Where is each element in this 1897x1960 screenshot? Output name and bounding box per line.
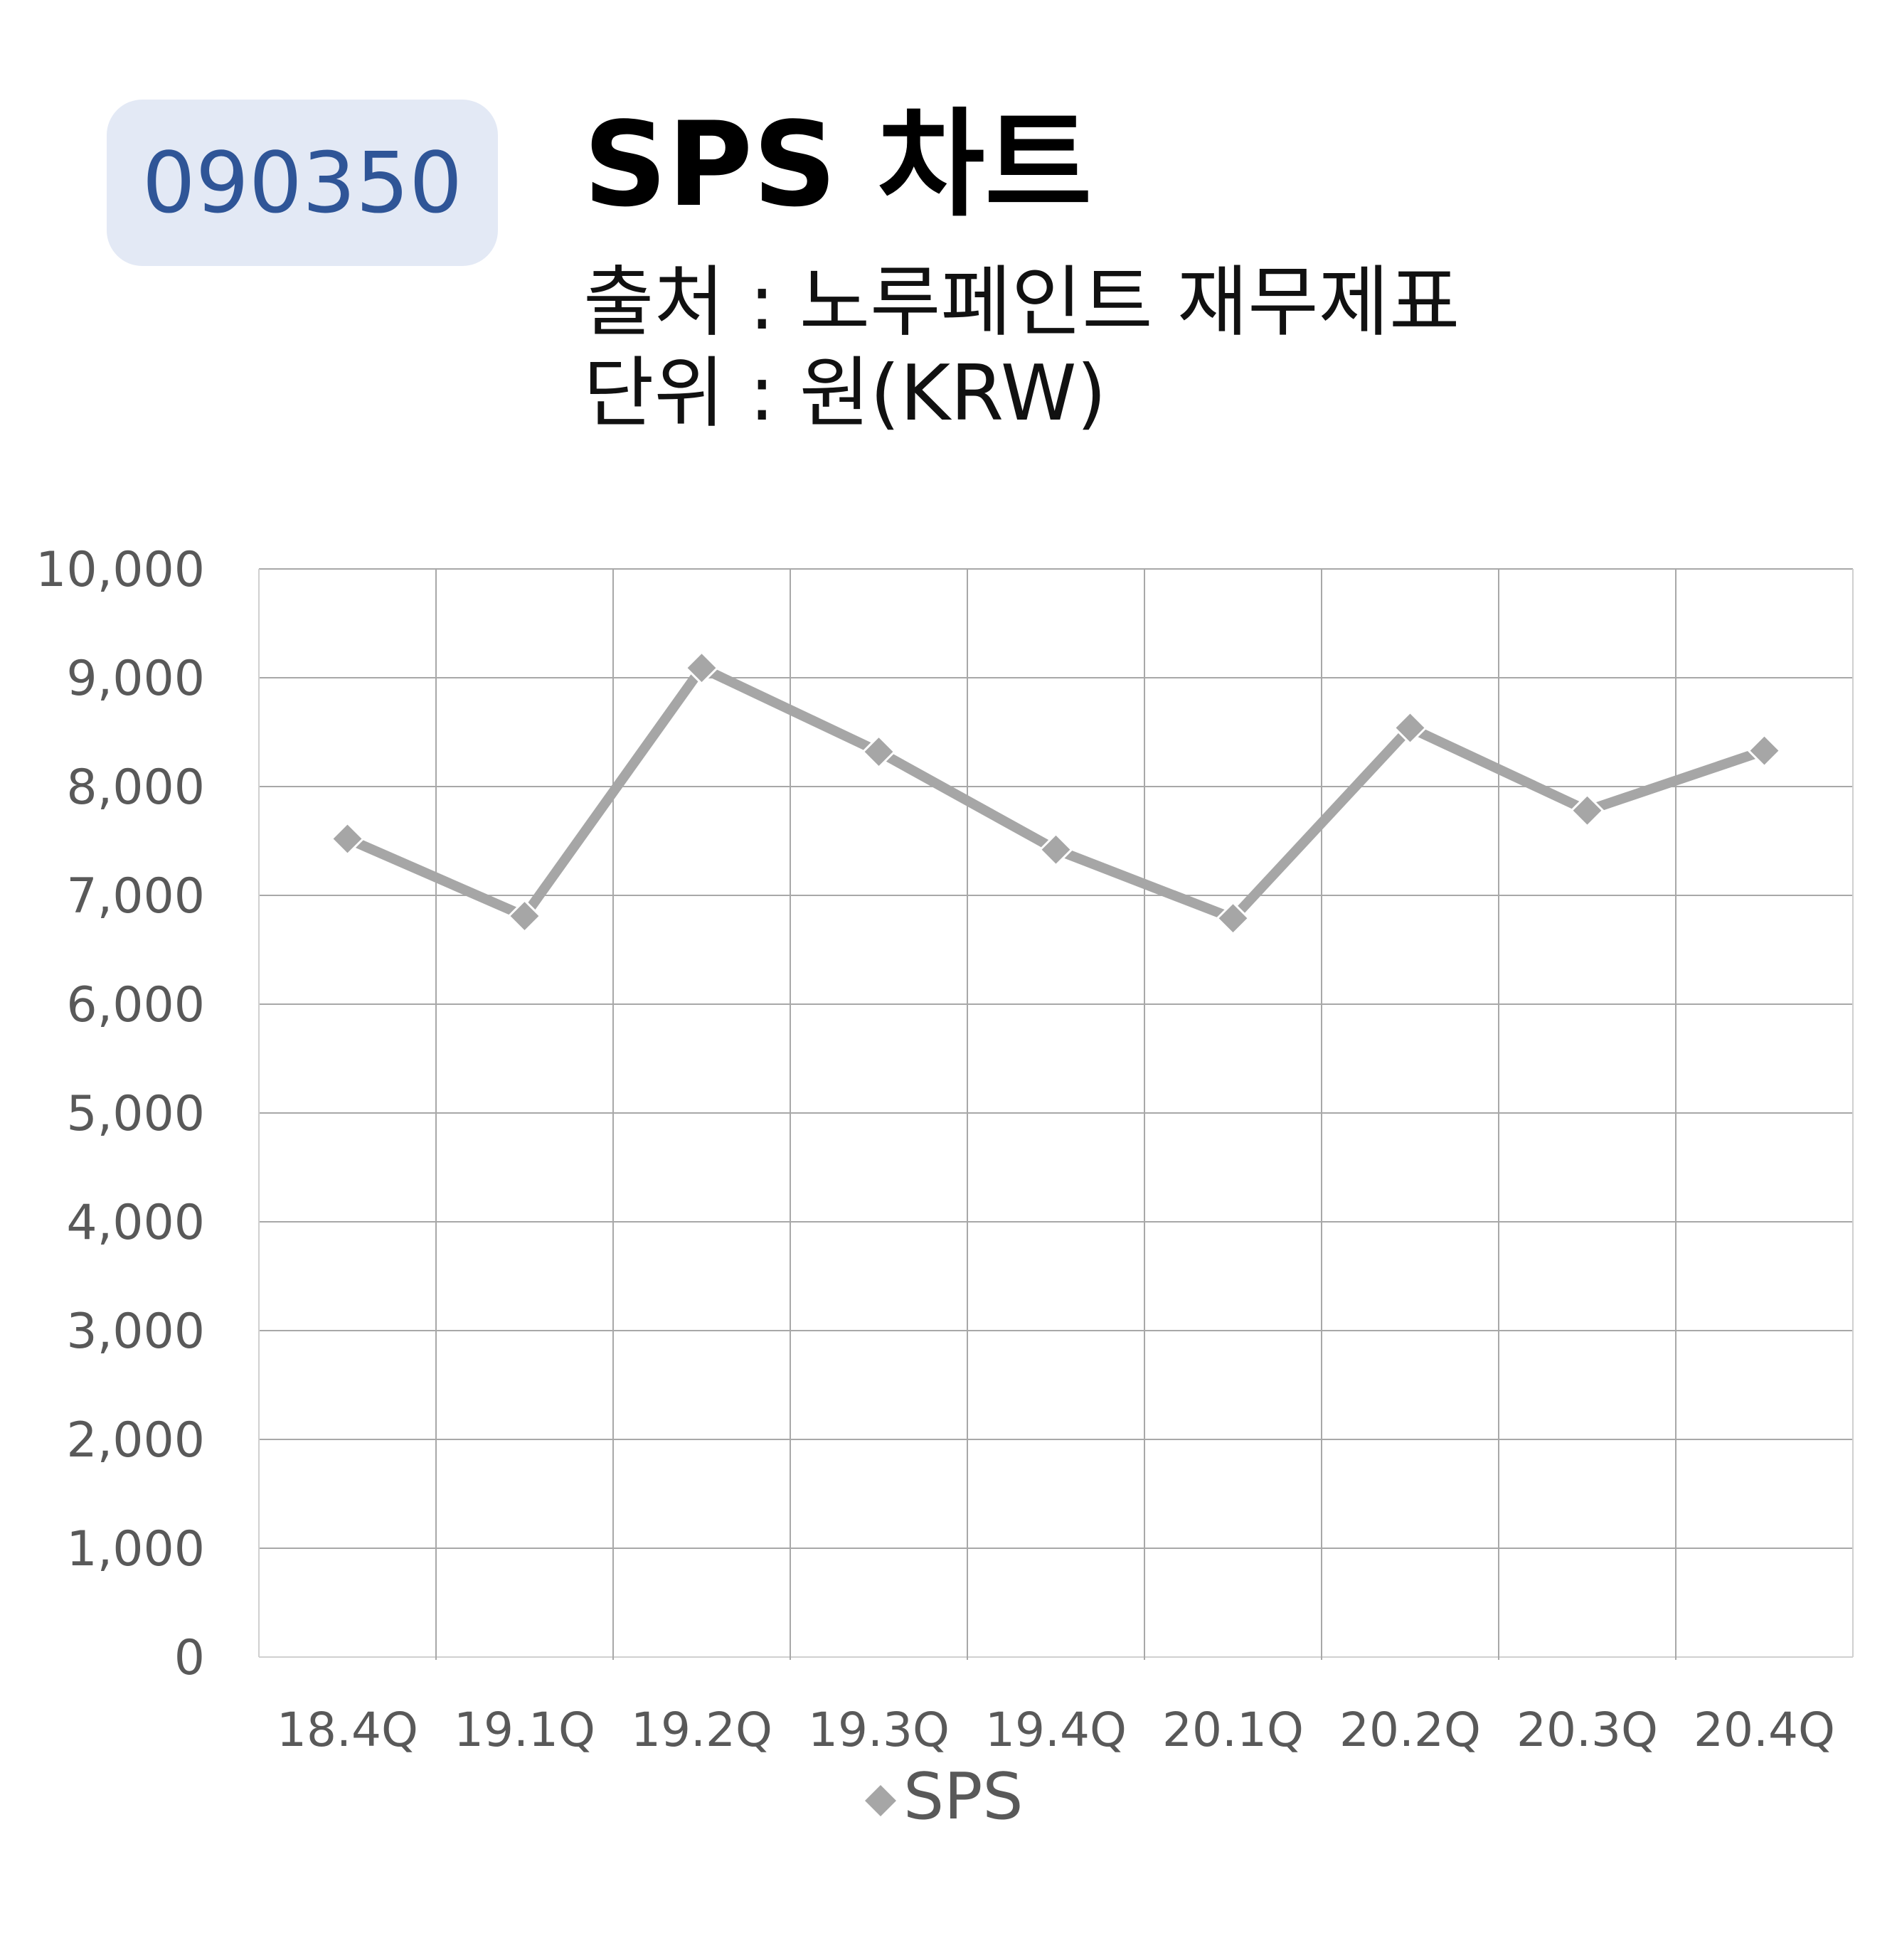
x-tick-label: 20.1Q <box>1162 1703 1304 1757</box>
y-tick-label: 10,000 <box>36 542 205 598</box>
sps-data-point <box>861 734 896 769</box>
y-tick-label: 0 <box>174 1630 205 1686</box>
sps-data-point <box>1216 901 1250 936</box>
grid-lines <box>258 568 1854 1660</box>
y-tick-label: 8,000 <box>66 760 205 816</box>
series-sps <box>330 651 1782 936</box>
sps-data-point <box>507 898 542 934</box>
x-tick-label: 19.2Q <box>631 1703 772 1757</box>
sps-data-point <box>330 821 365 856</box>
legend-label: SPS <box>903 1759 1024 1834</box>
sps-data-point <box>1570 793 1605 828</box>
y-tick-label: 4,000 <box>66 1195 205 1251</box>
y-tick-label: 2,000 <box>66 1412 205 1469</box>
x-tick-label: 19.4Q <box>985 1703 1127 1757</box>
sps-data-point <box>1393 710 1428 745</box>
y-tick-label: 6,000 <box>66 977 205 1033</box>
stock-code-badge: 090350 <box>107 100 498 266</box>
x-tick-label: 18.4Q <box>277 1703 418 1757</box>
sps-data-point <box>1038 832 1073 867</box>
chart-title: SPS 차트 <box>583 97 1093 233</box>
x-tick-label: 19.1Q <box>454 1703 595 1757</box>
x-tick-label: 20.2Q <box>1339 1703 1481 1757</box>
sps-data-point <box>684 651 719 686</box>
y-tick-label: 5,000 <box>66 1086 205 1142</box>
sps-data-point <box>1747 733 1782 768</box>
x-tick-label: 19.3Q <box>808 1703 950 1757</box>
y-tick-label: 3,000 <box>66 1304 205 1360</box>
y-tick-label: 9,000 <box>66 651 205 707</box>
legend-marker-icon <box>865 1785 896 1816</box>
y-tick-label: 1,000 <box>66 1521 205 1577</box>
y-axis-tick-labels: 0 1,000 2,000 3,000 4,000 5,000 6,000 7,000 8,00… <box>36 542 205 1686</box>
sps-series-line <box>342 663 1770 924</box>
x-axis-tick-labels: 18.4Q 19.1Q 19.2Q 19.3Q 19.4Q 20.1Q 20.2Q 20.3Q… <box>277 1703 1835 1757</box>
x-tick-label: 20.4Q <box>1694 1703 1835 1757</box>
y-tick-label: 7,000 <box>66 868 205 925</box>
unit-note: 단위 : 원(KRW) <box>583 349 1107 438</box>
x-tick-label: 20.3Q <box>1516 1703 1658 1757</box>
legend: SPS <box>865 1759 1024 1834</box>
source-note: 출처 : 노루페인트 재무제표 <box>583 258 1460 347</box>
